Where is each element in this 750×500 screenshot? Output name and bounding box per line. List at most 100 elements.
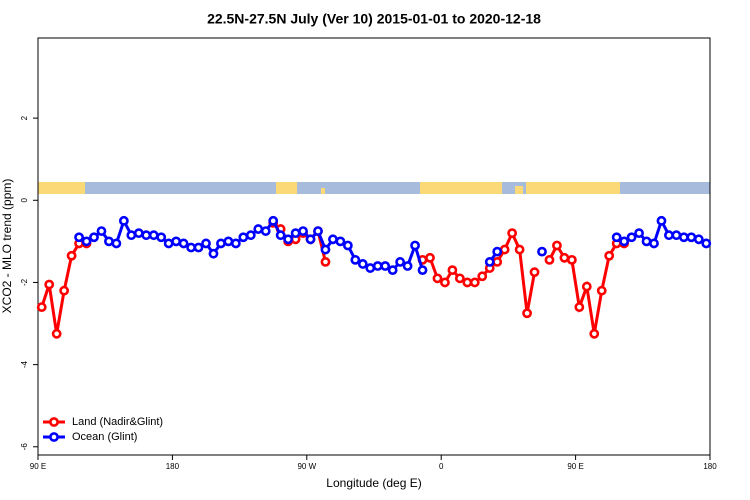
y-axis-label: XCO2 - MLO trend (ppm) <box>0 179 14 314</box>
legend-marker <box>49 417 59 427</box>
data-point <box>581 281 592 292</box>
data-point <box>81 236 92 247</box>
data-point <box>447 265 458 276</box>
data-point <box>529 267 540 278</box>
x-axis-label: Longitude (deg E) <box>326 476 421 490</box>
data-point <box>656 215 667 226</box>
x-tick-label: 90 E <box>30 462 46 471</box>
data-point <box>201 238 211 249</box>
data-point <box>477 271 488 282</box>
data-point <box>492 246 503 257</box>
x-tick-label: 180 <box>166 462 180 471</box>
data-point <box>335 236 346 247</box>
data-point <box>462 277 473 288</box>
data-point <box>193 242 204 253</box>
data-point <box>417 265 428 276</box>
data-point <box>469 277 480 288</box>
data-point <box>44 279 55 290</box>
data-point <box>328 234 338 245</box>
land-ocean-strip <box>38 182 710 194</box>
data-point <box>89 232 99 243</box>
data-point <box>425 252 435 263</box>
data-point <box>566 254 577 265</box>
data-point <box>313 226 323 236</box>
data-point <box>522 308 532 319</box>
data-point <box>402 261 413 271</box>
data-point <box>634 228 644 239</box>
data-point <box>454 273 465 284</box>
data-point <box>544 254 555 265</box>
data-point <box>171 236 182 247</box>
legend-label: Land (Nadir&Glint) <box>72 416 163 428</box>
data-point <box>552 240 562 251</box>
data-point <box>186 242 196 253</box>
series-line <box>78 216 707 273</box>
data-point <box>275 230 286 241</box>
y-tick-label: 0 <box>20 198 29 203</box>
data-point <box>133 228 144 239</box>
data-point <box>686 232 697 243</box>
y-tick-label: -4 <box>20 361 29 369</box>
data-point <box>36 302 47 312</box>
data-point <box>559 252 570 263</box>
data-point <box>245 230 256 241</box>
data-point <box>260 226 271 236</box>
data-point <box>440 277 450 288</box>
data-point <box>118 215 129 226</box>
data-point <box>290 228 301 239</box>
data-point <box>230 238 241 249</box>
data-point <box>320 244 331 255</box>
data-point <box>626 232 637 243</box>
x-tick-label: 90 W <box>297 462 316 471</box>
y-tick-label: -2 <box>20 278 29 286</box>
data-point <box>537 246 547 257</box>
data-point <box>693 234 704 245</box>
data-point <box>178 238 189 249</box>
data-point <box>96 226 107 236</box>
chart-title: 22.5N-27.5N July (Ver 10) 2015-01-01 to … <box>207 11 541 27</box>
data-point <box>126 230 137 241</box>
legend-label: Ocean (Glint) <box>72 431 137 443</box>
data-point <box>268 215 279 226</box>
data-point <box>148 230 159 241</box>
data-point <box>604 250 615 261</box>
data-point <box>51 328 62 339</box>
data-point <box>305 234 316 245</box>
data-point <box>357 259 368 269</box>
data-point <box>223 236 234 247</box>
legend: Land (Nadir&Glint) Ocean (Glint) <box>43 416 163 443</box>
data-point <box>298 226 308 236</box>
data-point <box>514 244 525 255</box>
data-point <box>678 232 689 243</box>
data-point <box>596 285 607 296</box>
data-point <box>664 230 674 241</box>
data-point <box>141 230 152 241</box>
data-point <box>619 236 630 247</box>
data-point <box>492 257 503 267</box>
data-point <box>283 234 294 245</box>
data-point <box>208 248 219 259</box>
data-point <box>641 236 652 247</box>
data-point <box>649 238 659 249</box>
data-point <box>342 240 353 251</box>
data-point <box>66 250 77 261</box>
data-point <box>350 254 361 265</box>
data-point <box>432 273 443 284</box>
y-tick-label: 2 <box>20 115 29 120</box>
data-point <box>395 257 406 267</box>
data-point <box>163 238 174 249</box>
data-point <box>238 232 249 243</box>
data-point <box>372 261 383 271</box>
data-point <box>701 238 712 249</box>
data-point <box>253 224 264 234</box>
data-point <box>59 285 70 296</box>
data-point <box>387 265 398 276</box>
legend-marker <box>49 432 59 442</box>
data-point <box>320 257 331 267</box>
data-point <box>104 236 114 247</box>
data-point <box>410 240 420 251</box>
plot-area <box>36 215 712 339</box>
data-point <box>589 328 600 339</box>
x-tick-label: 180 <box>703 462 717 471</box>
